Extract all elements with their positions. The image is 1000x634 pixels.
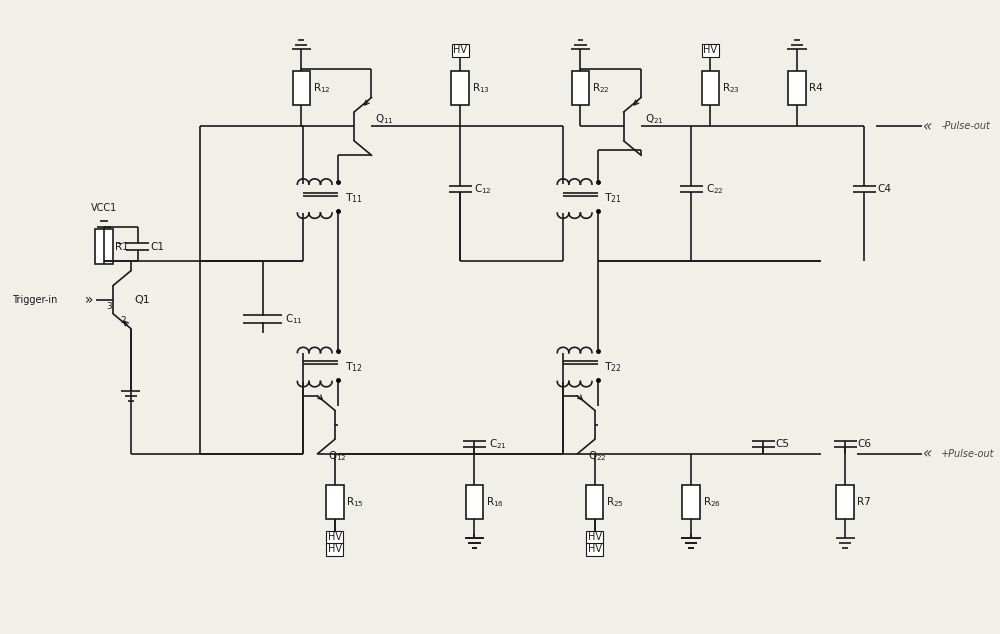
Text: C$_{12}$: C$_{12}$ bbox=[474, 182, 492, 196]
Text: C4: C4 bbox=[877, 184, 891, 194]
Text: »: » bbox=[85, 293, 94, 307]
Text: C$_{22}$: C$_{22}$ bbox=[706, 182, 723, 196]
Text: -Pulse-out: -Pulse-out bbox=[941, 121, 990, 131]
Text: T$_{11}$: T$_{11}$ bbox=[345, 191, 363, 205]
Text: R$_{26}$: R$_{26}$ bbox=[703, 495, 721, 508]
Text: HV: HV bbox=[588, 533, 602, 543]
Text: R$_{13}$: R$_{13}$ bbox=[472, 81, 490, 94]
Text: Q$_{22}$: Q$_{22}$ bbox=[588, 449, 607, 463]
Text: R4: R4 bbox=[809, 83, 822, 93]
Bar bbox=[702, 70, 719, 105]
Text: R$_{12}$: R$_{12}$ bbox=[313, 81, 331, 94]
Text: HV: HV bbox=[588, 544, 602, 554]
Bar bbox=[586, 484, 603, 519]
Text: R7: R7 bbox=[857, 497, 870, 507]
Bar bbox=[836, 484, 854, 519]
Text: 2: 2 bbox=[120, 316, 126, 325]
Bar bbox=[326, 484, 344, 519]
Text: Q1: Q1 bbox=[135, 295, 150, 305]
Text: Q$_{21}$: Q$_{21}$ bbox=[645, 112, 664, 126]
Bar bbox=[95, 230, 113, 264]
Text: R$_{22}$: R$_{22}$ bbox=[592, 81, 610, 94]
Text: «: « bbox=[922, 119, 932, 134]
Text: Q$_{11}$: Q$_{11}$ bbox=[375, 112, 394, 126]
Text: Trigger-in: Trigger-in bbox=[12, 295, 58, 305]
Text: VCC1: VCC1 bbox=[91, 203, 117, 213]
Text: +Pulse-out: +Pulse-out bbox=[941, 449, 995, 459]
Text: C1: C1 bbox=[150, 242, 164, 252]
Bar bbox=[682, 484, 700, 519]
Text: T$_{22}$: T$_{22}$ bbox=[604, 360, 622, 374]
Bar bbox=[572, 70, 589, 105]
Bar bbox=[466, 484, 483, 519]
Text: R$_{15}$: R$_{15}$ bbox=[346, 495, 364, 508]
Text: R$_{23}$: R$_{23}$ bbox=[722, 81, 740, 94]
Text: HV: HV bbox=[453, 46, 467, 55]
Text: –: – bbox=[117, 237, 123, 250]
Text: HV: HV bbox=[328, 544, 342, 554]
Text: HV: HV bbox=[703, 46, 717, 55]
Text: R$_{25}$: R$_{25}$ bbox=[606, 495, 624, 508]
Text: C6: C6 bbox=[858, 439, 872, 449]
Text: R$_{16}$: R$_{16}$ bbox=[486, 495, 504, 508]
Bar bbox=[451, 70, 469, 105]
Text: C$_{11}$: C$_{11}$ bbox=[285, 312, 303, 326]
Text: HV: HV bbox=[328, 533, 342, 543]
Bar bbox=[293, 70, 310, 105]
Text: C$_{21}$: C$_{21}$ bbox=[489, 437, 507, 451]
Bar bbox=[788, 70, 806, 105]
Text: T$_{21}$: T$_{21}$ bbox=[604, 191, 623, 205]
Text: T$_{12}$: T$_{12}$ bbox=[345, 360, 363, 374]
Text: R1: R1 bbox=[115, 242, 129, 252]
Text: 3: 3 bbox=[106, 302, 112, 311]
Text: «: « bbox=[922, 446, 932, 461]
Text: C5: C5 bbox=[776, 439, 790, 449]
Text: Q$_{12}$: Q$_{12}$ bbox=[328, 449, 347, 463]
